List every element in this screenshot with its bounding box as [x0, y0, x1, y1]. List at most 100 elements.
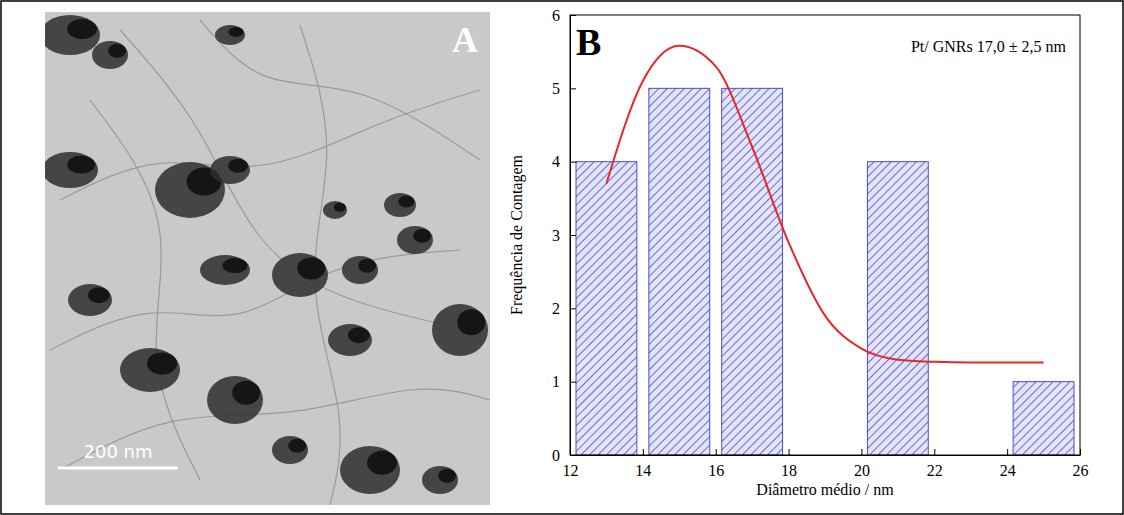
- tick-label: 26: [1073, 462, 1089, 479]
- tick-mark: [934, 449, 935, 455]
- particle-cluster: [223, 258, 248, 273]
- nanotube: [120, 30, 470, 330]
- image-background: [45, 12, 490, 505]
- particle-cluster: [108, 44, 126, 58]
- tick: 16: [708, 449, 724, 479]
- tick: 24: [1000, 449, 1016, 479]
- particle-cluster: [120, 348, 180, 392]
- tick-mark: [570, 308, 576, 309]
- tick-label: 1: [552, 373, 560, 390]
- particle-cluster: [398, 195, 414, 207]
- particle-cluster: [272, 436, 308, 464]
- histogram-bar: [722, 88, 783, 455]
- axis-line: [571, 455, 1081, 456]
- particle-cluster: [215, 25, 245, 45]
- tick-mark: [570, 235, 576, 236]
- tick-mark: [1080, 449, 1081, 455]
- tick: 5: [552, 80, 576, 97]
- particle-cluster: [210, 156, 250, 184]
- particle-cluster: [384, 193, 416, 217]
- tick-mark: [861, 449, 862, 455]
- tick: 1: [552, 373, 576, 390]
- tick: 4: [552, 153, 576, 170]
- fit-curve: [606, 46, 1043, 363]
- histogram-bar: [576, 162, 637, 455]
- particle-cluster: [68, 284, 112, 316]
- nanotube: [200, 20, 480, 160]
- particle-cluster: [367, 451, 397, 475]
- tick: 14: [635, 449, 651, 479]
- particle-cluster: [92, 41, 128, 69]
- tick-label: 22: [927, 462, 943, 479]
- particle-cluster: [207, 376, 263, 424]
- tick-mark: [570, 162, 576, 163]
- tick-label: 2: [552, 300, 560, 317]
- tick-label: 3: [552, 227, 560, 244]
- x-axis: 12 14 16 18 20 22 24 26: [563, 449, 1089, 479]
- particle-cluster: [232, 381, 260, 405]
- particle-cluster: [348, 327, 370, 343]
- particle-cluster: [67, 156, 95, 174]
- tick-label: 5: [552, 80, 560, 97]
- particle-cluster: [200, 255, 250, 285]
- particle-cluster: [323, 201, 347, 219]
- tick-mark: [570, 382, 576, 383]
- particle-cluster: [272, 253, 328, 297]
- histogram-bar: [867, 162, 928, 455]
- particle-cluster: [45, 152, 98, 188]
- particle-cluster: [413, 229, 431, 243]
- figure-border: [1, 1, 1123, 514]
- tick-mark: [789, 449, 790, 455]
- histogram-bar: [1013, 382, 1074, 455]
- tick-label: 4: [552, 153, 560, 170]
- tem-image: [45, 12, 490, 505]
- tick-label: 6: [552, 7, 560, 24]
- tick-mark: [570, 15, 576, 16]
- particle-cluster: [422, 466, 458, 494]
- tick: 2: [552, 300, 576, 317]
- tick: 22: [927, 449, 943, 479]
- particle-cluster: [228, 159, 248, 173]
- annotation: Pt/ GNRs 17,0 ± 2,5 nm: [911, 38, 1067, 55]
- tick-mark: [570, 88, 576, 89]
- tick-label: 0: [552, 447, 560, 464]
- tick-mark: [716, 449, 717, 455]
- particle-cluster: [67, 19, 97, 39]
- tick: 20: [854, 449, 870, 479]
- x-axis-title: Diâmetro médio / nm: [756, 481, 894, 498]
- particle-cluster: [297, 257, 325, 279]
- nanotube: [50, 250, 460, 350]
- particle-cluster: [147, 352, 177, 374]
- plot-area: [576, 46, 1074, 455]
- particle-cluster: [342, 256, 378, 284]
- tick: 18: [781, 449, 797, 479]
- particle-cluster: [334, 203, 346, 212]
- tick-label: 24: [1000, 462, 1016, 479]
- scale-bar: [58, 467, 178, 470]
- particle-cluster: [438, 469, 456, 483]
- panel-label: B: [576, 21, 601, 63]
- tick-mark: [643, 449, 644, 455]
- scale-bar-label: 200 nm: [83, 441, 152, 462]
- histogram-bar: [649, 88, 710, 455]
- particle-cluster: [457, 309, 485, 335]
- tick-label: 18: [781, 462, 797, 479]
- tick-label: 12: [563, 462, 579, 479]
- tick: 0: [552, 447, 576, 464]
- particle-cluster: [88, 287, 110, 303]
- tick-label: 20: [854, 462, 870, 479]
- tick: 3: [552, 227, 576, 244]
- tick-mark: [570, 455, 576, 456]
- particle-cluster: [229, 27, 244, 37]
- particle-cluster: [45, 15, 100, 55]
- tick-mark: [1007, 449, 1008, 455]
- tick: 6: [552, 7, 576, 24]
- panel-label: A: [452, 20, 478, 60]
- particle-cluster: [397, 226, 433, 254]
- nanotube: [60, 389, 490, 470]
- tick: 26: [1073, 449, 1089, 479]
- tick-label: 14: [635, 462, 651, 479]
- particle-cluster: [340, 446, 400, 494]
- particle-cluster: [328, 324, 372, 356]
- tick-label: 16: [708, 462, 724, 479]
